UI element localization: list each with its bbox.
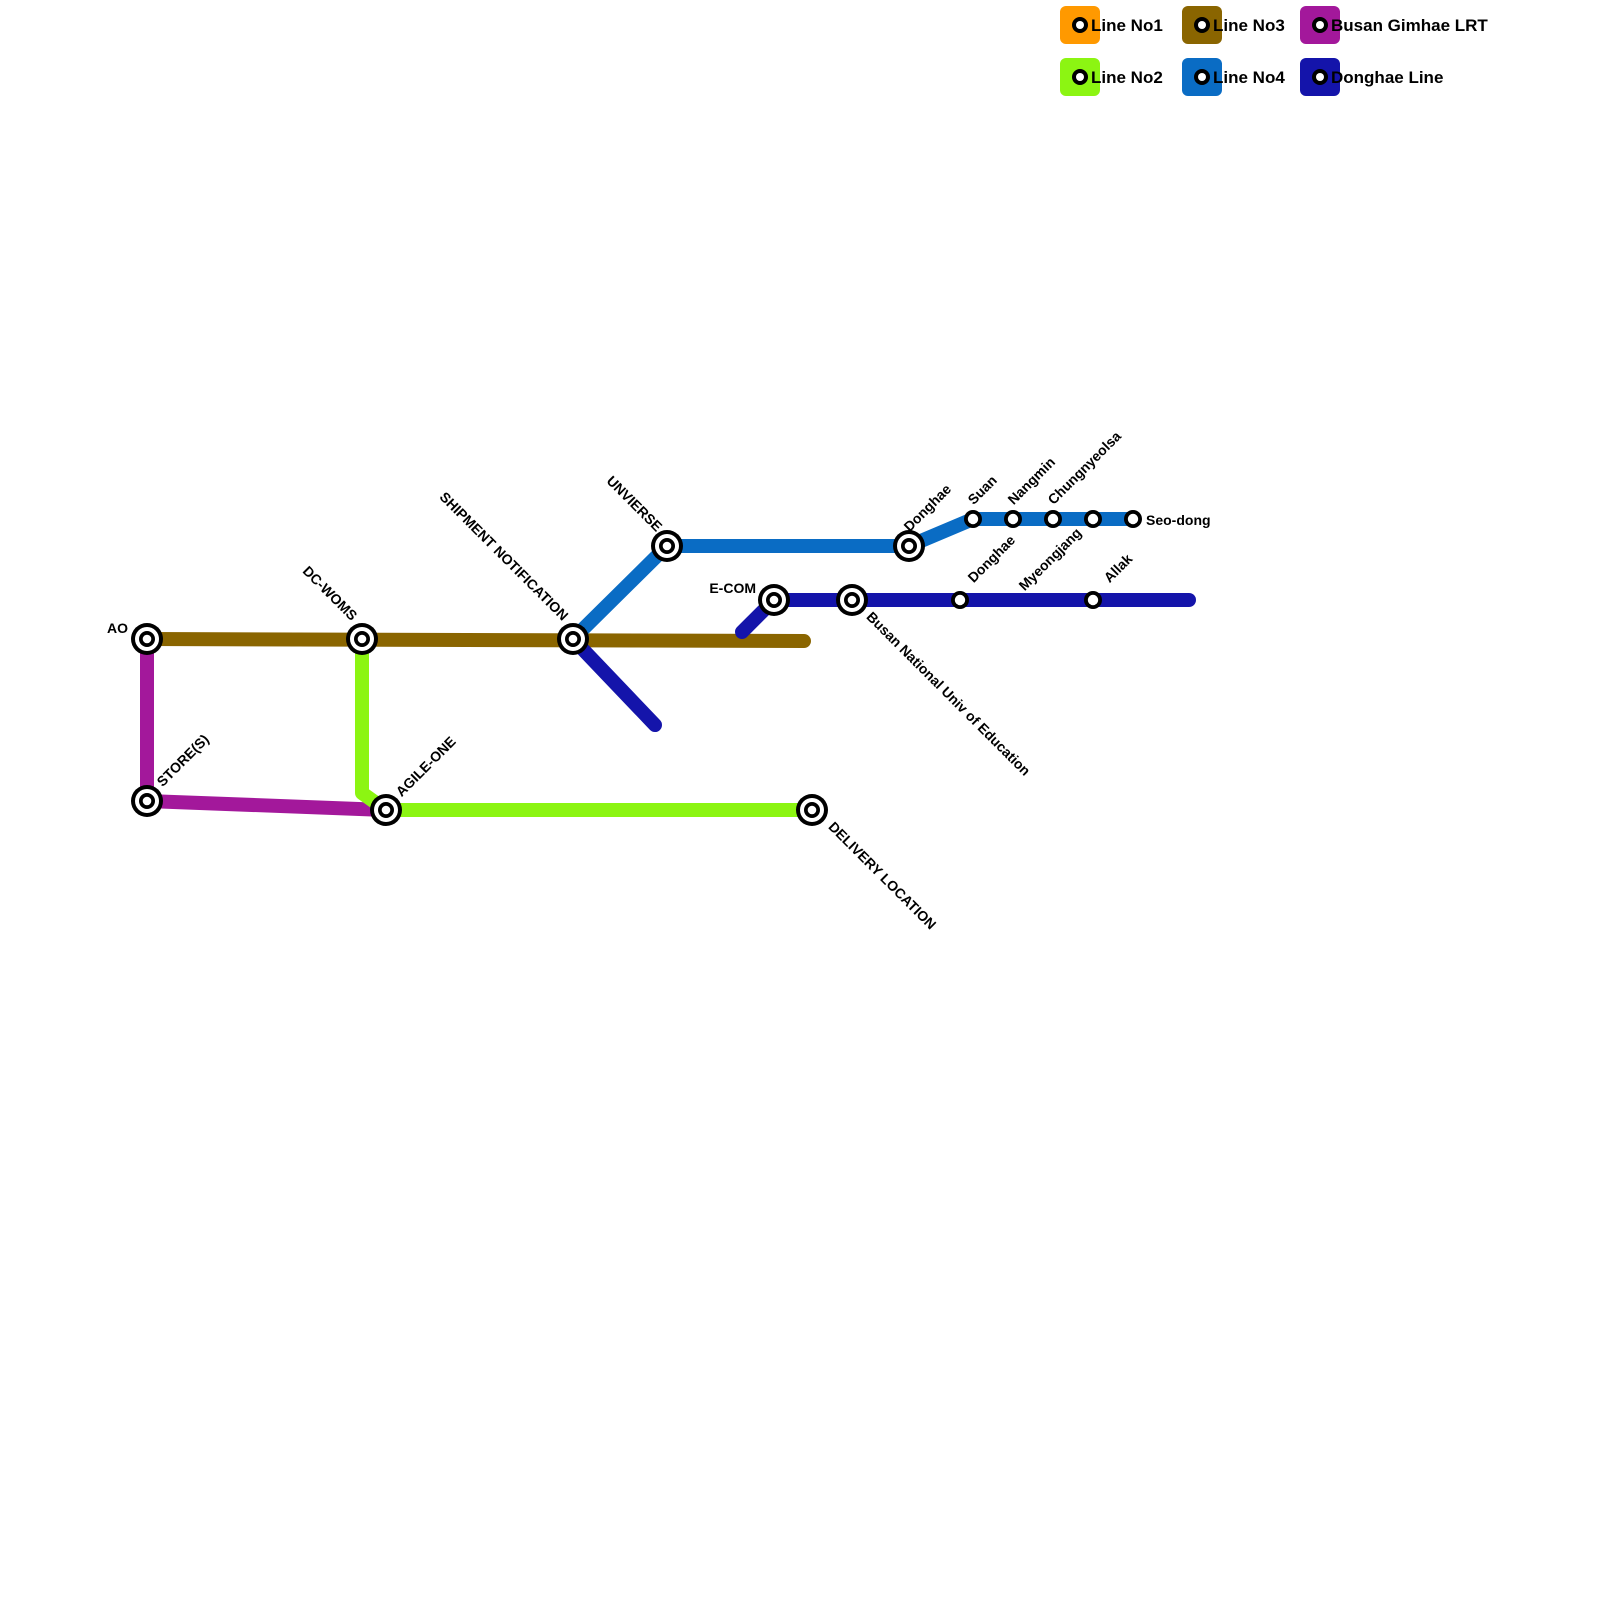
svg-text:Chungnyeolsa: Chungnyeolsa: [1044, 428, 1124, 508]
svg-text:Line No2: Line No2: [1091, 68, 1163, 87]
svg-text:AGILE-ONE: AGILE-ONE: [392, 733, 458, 799]
svg-text:Line No4: Line No4: [1213, 68, 1285, 87]
svg-text:Myeongjang: Myeongjang: [1015, 524, 1084, 593]
svg-text:DELIVERY LOCATION: DELIVERY LOCATION: [826, 818, 940, 932]
svg-text:E-COM: E-COM: [709, 580, 756, 596]
svg-text:UNVIERSE: UNVIERSE: [604, 473, 666, 535]
svg-text:Line No1: Line No1: [1091, 16, 1163, 35]
svg-text:Suan: Suan: [964, 472, 1000, 508]
svg-text:DC-WOMS: DC-WOMS: [300, 563, 361, 624]
svg-text:Busan National Univ of Educati: Busan National Univ of Education: [864, 608, 1034, 778]
svg-text:Allak: Allak: [1100, 550, 1135, 585]
svg-text:STORE(S): STORE(S): [153, 731, 211, 789]
svg-text:Donghae: Donghae: [964, 532, 1018, 586]
svg-text:Donghae Line: Donghae Line: [1331, 68, 1443, 87]
svg-text:AO: AO: [107, 620, 128, 636]
svg-text:Line No3: Line No3: [1213, 16, 1285, 35]
svg-text:SHIPMENT NOTIFICATION: SHIPMENT NOTIFICATION: [437, 489, 572, 624]
svg-text:Seo-dong: Seo-dong: [1146, 512, 1211, 528]
svg-text:Busan Gimhae LRT: Busan Gimhae LRT: [1331, 16, 1488, 35]
